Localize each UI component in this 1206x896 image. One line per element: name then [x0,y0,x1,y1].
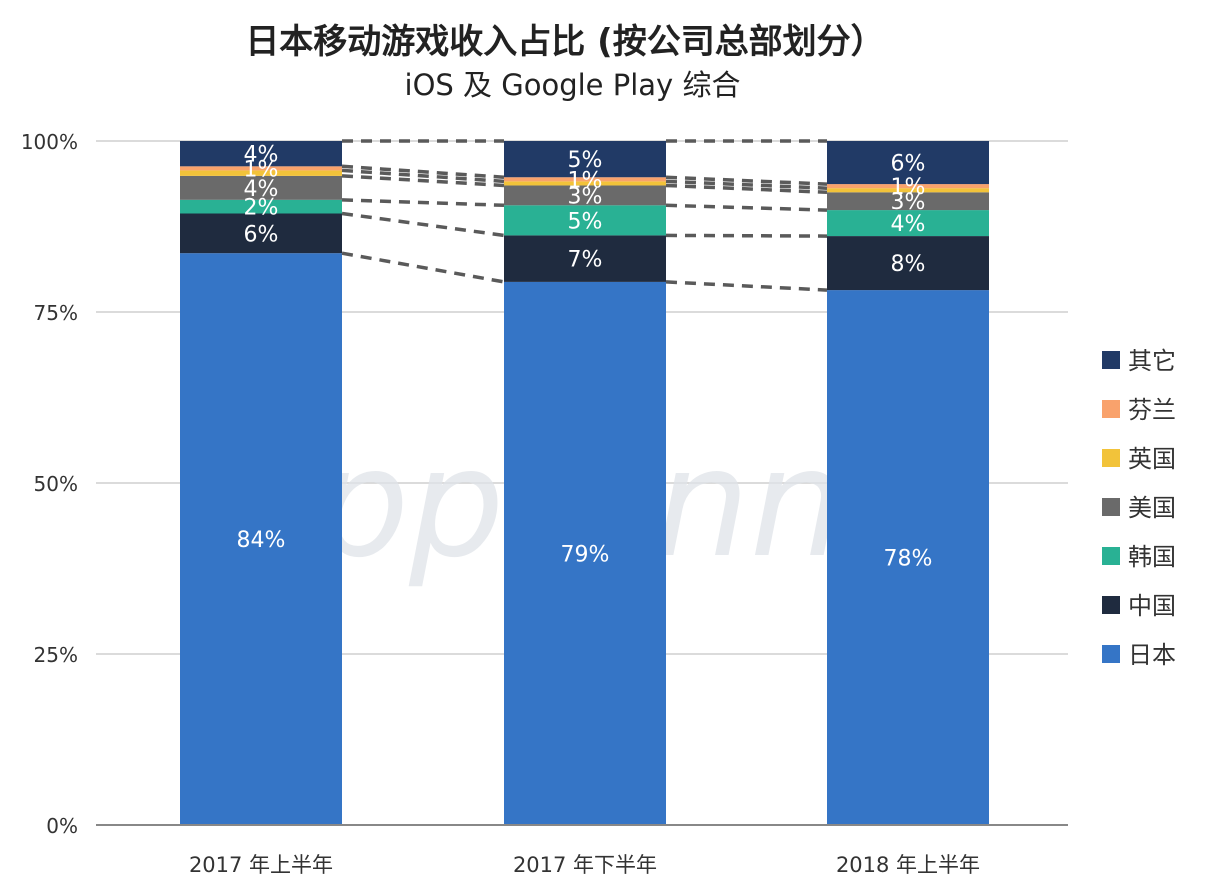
bar-segment [827,184,989,189]
bar-segment [180,253,342,825]
data-label: 1% [891,175,926,200]
data-label: 4% [244,143,279,168]
connector-line [665,183,828,195]
connector-line [341,174,505,188]
data-label: 6% [244,222,279,247]
connector-line [341,168,505,184]
connector-line [341,198,505,208]
bar-segment [504,281,666,825]
data-labels: 84%6%2%4%1%4%79%7%5%3%1%5%78%8%4%3%1%6% [237,143,933,572]
x-tick-label: 2017 年上半年 [189,853,333,877]
bar-segment [504,235,666,282]
connector-line [665,179,828,190]
chart-subtitle: iOS 及 Google Play 综合 [404,68,741,102]
data-label: 3% [891,190,926,215]
legend-label: 其它 [1128,347,1176,375]
legend-swatch [1102,449,1120,467]
bar-segment [504,185,666,206]
data-label: 3% [568,184,603,209]
bar-segment [827,188,989,193]
connector-line [665,280,828,292]
data-label: 1% [568,168,603,193]
bar-segment [827,192,989,211]
bar-segment [180,166,342,171]
y-tick-label: 100% [21,130,78,154]
y-tick-label: 75% [34,301,78,325]
data-label: 6% [891,152,926,177]
bar-segment [827,141,989,185]
bar-segment [180,199,342,214]
bar-segment [504,205,666,236]
data-label: 2% [244,196,279,221]
y-tick-label: 50% [34,472,78,496]
data-label: 8% [891,252,926,277]
connector-lines [341,139,828,292]
data-label: 5% [568,148,603,173]
legend-label: 芬兰 [1128,396,1176,424]
legend-swatch [1102,645,1120,663]
bar-segment [504,177,666,182]
data-label: 4% [244,177,279,202]
bar-segment [504,141,666,178]
data-label: 7% [568,248,603,273]
legend-label: 英国 [1128,445,1176,473]
legend-swatch [1102,547,1120,565]
bar-segment [827,236,989,291]
bar-segment [180,213,342,254]
connector-line [665,203,828,212]
legend-swatch [1102,498,1120,516]
chart-title: 日本移动游戏收入占比 (按公司总部划分） [245,22,885,62]
data-label: 78% [884,547,933,572]
bars [180,141,989,825]
connector-line [341,211,505,238]
bar-segment [504,181,666,186]
bar-segment [180,175,342,200]
bar-segment [180,170,342,176]
bar-segment [827,210,989,237]
axes: 0% 25% 50% 75% 100% 2017 年上半年 2017 年下半年 2018 年上… [21,130,1068,877]
bar-segment [180,141,342,167]
data-label: 1% [244,157,279,182]
legend-label: 中国 [1128,592,1176,620]
legend-label: 美国 [1128,494,1176,522]
connector-line [341,164,505,179]
y-tick-label: 25% [34,643,78,667]
legend-label: 韩国 [1128,543,1176,571]
x-tick-label: 2018 年上半年 [836,853,980,877]
legend-swatch [1102,596,1120,614]
data-label: 84% [237,528,286,553]
legend-label: 日本 [1128,641,1176,669]
legend-swatch [1102,400,1120,418]
x-tick-label: 2017 年下半年 [513,853,657,877]
data-label: 5% [568,209,603,234]
data-label: 4% [891,212,926,237]
connector-line [665,175,828,186]
connector-line [665,233,828,238]
data-label: 79% [561,542,610,567]
connector-line [341,251,505,284]
y-tick-label: 0% [46,814,78,838]
bar-segment [827,290,989,825]
legend-swatch [1102,351,1120,369]
